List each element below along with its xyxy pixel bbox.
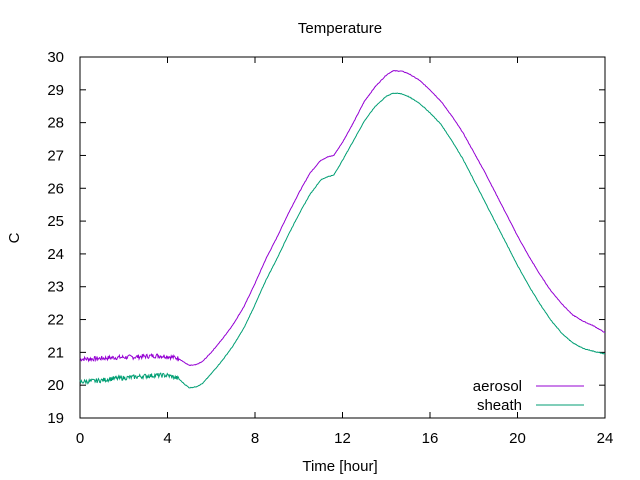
x-tick-label: 20 <box>509 430 526 447</box>
y-tick-label: 21 <box>47 344 64 361</box>
y-tick-label: 26 <box>47 180 64 197</box>
x-tick-label: 4 <box>163 430 171 447</box>
y-tick-label: 27 <box>47 147 64 164</box>
y-tick-label: 24 <box>47 246 64 263</box>
axes: 0 4 8 12 16 20 24 19 20 21 22 23 24 25 26 27 28 29 30 <box>47 49 613 447</box>
y-tick-label: 25 <box>47 213 64 230</box>
y-tick-label: 20 <box>47 377 64 394</box>
y-axis-label: C <box>6 232 23 243</box>
y-tick-label: 19 <box>47 410 64 427</box>
legend-label: aerosol <box>473 378 522 395</box>
series-layer <box>79 70 606 389</box>
x-tick-label: 16 <box>422 430 439 447</box>
x-tick-label: 12 <box>334 430 351 447</box>
y-tick-label: 30 <box>47 49 64 66</box>
x-tick-label: 24 <box>597 430 614 447</box>
y-tick-label: 28 <box>47 115 64 132</box>
series-line-sheath <box>79 92 606 389</box>
series-line-aerosol <box>79 70 606 366</box>
y-tick-label: 22 <box>47 312 64 329</box>
legend: aerosol sheath <box>473 378 584 414</box>
x-axis-label: Time [hour] <box>302 458 377 475</box>
chart-title: Temperature <box>298 20 382 37</box>
x-tick-label: 0 <box>76 430 84 447</box>
legend-label: sheath <box>477 397 522 414</box>
x-tick-label: 8 <box>251 430 259 447</box>
plot-frame <box>79 56 606 419</box>
y-tick-label: 29 <box>47 82 64 99</box>
y-tick-label: 23 <box>47 279 64 296</box>
